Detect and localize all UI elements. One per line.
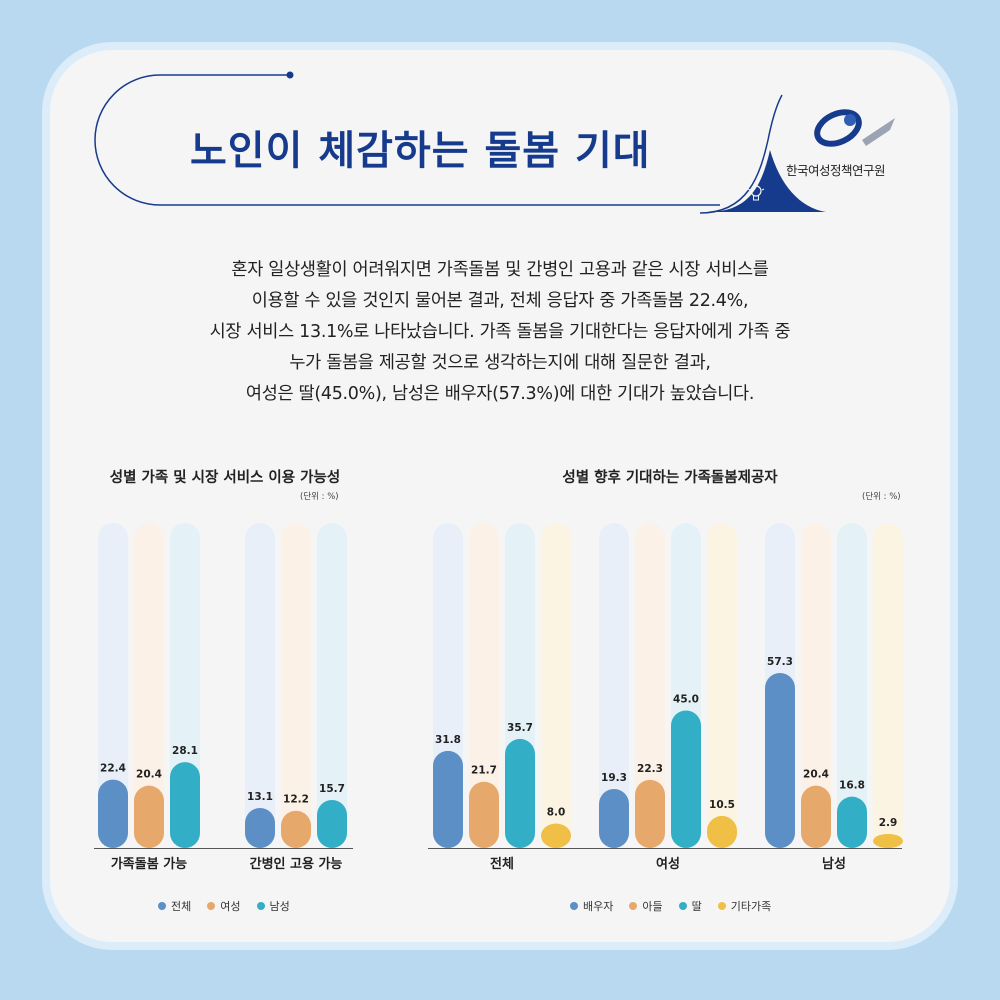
legend-label: 배우자	[583, 900, 614, 913]
intro-line: 누가 돌봄을 제공할 것으로 생각하는지에 대해 질문한 결과,	[289, 353, 711, 373]
bar-전체	[98, 779, 128, 848]
legend-label: 아들	[642, 900, 663, 913]
legend-label: 기타가족	[730, 900, 772, 913]
chart2-title: 성별 향후 기대하는 가족돌봄제공자	[562, 470, 778, 486]
legend-item: 아들	[629, 898, 663, 914]
data-label: 12.2	[283, 794, 309, 806]
legend-label: 남성	[269, 900, 290, 913]
data-label: 22.4	[100, 763, 126, 775]
bar-딸	[671, 710, 701, 848]
intro-line: 혼자 일상생활이 어려워지면 가족돌봄 및 간병인 고용과 같은 시장 서비스를	[231, 260, 769, 280]
data-label: 13.1	[247, 791, 273, 803]
category-label: 여성	[656, 856, 680, 872]
bar-배우자	[765, 672, 795, 848]
category-label: 전체	[490, 856, 514, 872]
data-label: 20.4	[136, 769, 162, 781]
legend-item: 배우자	[570, 898, 613, 914]
legend-label: 딸	[691, 900, 702, 913]
header-corner-fill	[712, 150, 826, 212]
bar-배우자	[599, 789, 629, 848]
org-name: 한국여성정책연구원	[786, 163, 886, 178]
data-label: 20.4	[803, 769, 829, 781]
header-dot	[286, 71, 294, 79]
category-label: 남성	[822, 856, 846, 872]
legend-dot-icon	[629, 902, 638, 910]
data-label: 21.7	[471, 765, 497, 777]
chart1-title: 성별 가족 및 시장 서비스 이용 가능성	[109, 470, 341, 486]
legend-dot-icon	[678, 902, 687, 910]
bar-여성	[281, 810, 311, 848]
data-label: 15.7	[319, 783, 345, 795]
bar-track	[635, 523, 665, 848]
legend-item: 전체	[158, 898, 191, 914]
data-label: 22.3	[637, 763, 663, 775]
bar-남성	[170, 762, 200, 848]
lightbulb-icon	[747, 182, 765, 201]
data-label: 57.3	[767, 656, 793, 668]
page-title: 노인이 체감하는 돌봄 기대	[190, 128, 651, 174]
header-corner	[699, 94, 783, 214]
bar-track	[281, 523, 311, 848]
legend-item: 딸	[678, 898, 702, 914]
header-wave	[708, 95, 830, 212]
bar-기타가족	[707, 815, 737, 848]
bar-딸	[837, 796, 867, 848]
data-label: 16.8	[839, 780, 865, 792]
bar-track	[541, 523, 571, 848]
data-label: 2.9	[879, 817, 898, 829]
bar-track	[317, 523, 347, 848]
data-label: 45.0	[673, 694, 699, 706]
org-logo-icon	[814, 109, 895, 147]
bar-track	[837, 523, 867, 848]
bar-track	[469, 523, 499, 848]
chart1-legend: 전체 여성 남성	[158, 898, 290, 914]
legend-item: 기타가족	[717, 898, 772, 914]
intro-line: 시장 서비스 13.1%로 나타났습니다. 가족 돌봄을 기대한다는 응답자에게…	[209, 322, 791, 342]
bar-아들	[801, 785, 831, 848]
data-label: 19.3	[601, 772, 627, 784]
legend-item: 남성	[256, 898, 290, 914]
bar-track	[599, 523, 629, 848]
category-label: 가족돌봄 가능	[111, 857, 187, 872]
legend-dot-icon	[570, 902, 578, 910]
bar-track	[134, 523, 164, 848]
bar-track	[801, 523, 831, 848]
header-outline	[94, 74, 720, 206]
legend-dot-icon	[717, 902, 726, 910]
chart1-unit: (단위 : %)	[300, 492, 339, 502]
bar-배우자	[433, 750, 463, 848]
intro-line: 이용할 수 있을 것인지 물어본 결과, 전체 응답자 중 가족돌봄 22.4%…	[251, 291, 749, 311]
bar-여성	[134, 785, 164, 848]
data-label: 31.8	[435, 734, 461, 746]
legend-item: 여성	[207, 898, 241, 914]
bar-아들	[469, 781, 499, 848]
header-frame	[94, 71, 895, 214]
data-label: 10.5	[709, 799, 735, 811]
legend-label: 여성	[220, 900, 241, 913]
bar-track	[245, 523, 275, 848]
bar-전체	[245, 807, 275, 848]
data-label: 28.1	[172, 745, 198, 757]
chart2-unit: (단위 : %)	[862, 492, 901, 502]
intro-text: 혼자 일상생활이 어려워지면 가족돌봄 및 간병인 고용과 같은 시장 서비스를…	[120, 255, 880, 410]
bar-아들	[635, 779, 665, 848]
bar-track	[98, 523, 128, 848]
category-label: 간병인 고용 가능	[250, 856, 343, 872]
data-label: 8.0	[547, 807, 566, 819]
legend-dot-icon	[256, 902, 265, 910]
legend-dot-icon	[207, 902, 216, 910]
legend-label: 전체	[171, 900, 192, 913]
bar-남성	[317, 800, 347, 848]
legend-dot-icon	[158, 902, 166, 910]
data-label: 35.7	[507, 722, 533, 734]
bar-기타가족	[541, 823, 571, 848]
bar-기타가족	[873, 834, 903, 848]
bar-track	[707, 523, 737, 848]
chart2-legend: 배우자 아들 딸 기타가족	[570, 898, 771, 914]
intro-line: 여성은 딸(45.0%), 남성은 배우자(57.3%)에 대한 기대가 높았습…	[245, 384, 755, 404]
bar-track	[873, 523, 903, 848]
bar-딸	[505, 738, 535, 848]
